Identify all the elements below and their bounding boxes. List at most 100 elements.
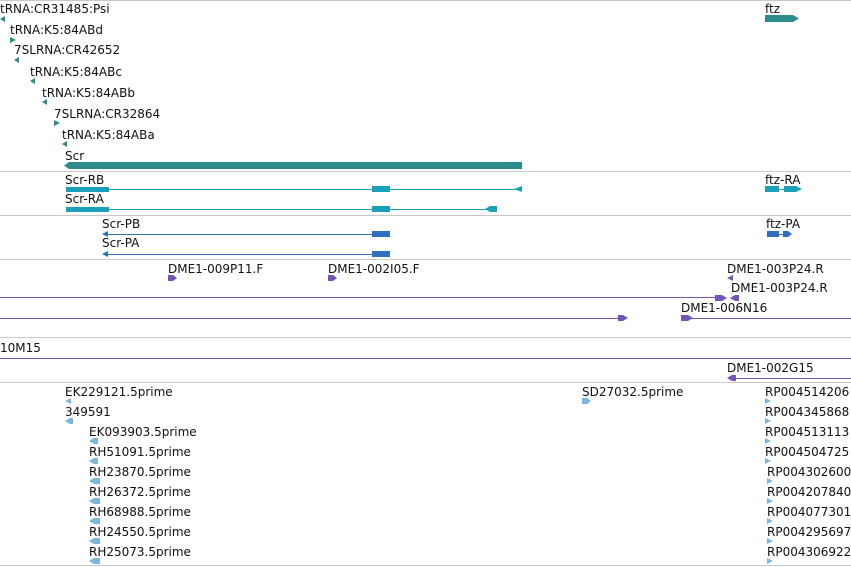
- exon-block[interactable]: [372, 231, 390, 237]
- right-arrow-icon[interactable]: [765, 438, 771, 444]
- right-arrow-icon[interactable]: [168, 275, 177, 281]
- left-arrow-icon[interactable]: [102, 251, 108, 257]
- clone-label[interactable]: DME1-003P24.R: [731, 281, 828, 295]
- left-arrow-icon[interactable]: [89, 458, 98, 464]
- est-label[interactable]: SD27032.5prime: [582, 385, 684, 399]
- est-label[interactable]: RP004207840: [767, 485, 851, 499]
- intron-line: [106, 254, 372, 255]
- bac-label[interactable]: 10M15: [0, 341, 41, 355]
- left-arrow-icon[interactable]: [65, 418, 73, 424]
- right-arrow-icon[interactable]: [767, 478, 773, 484]
- gene-label[interactable]: tRNA:K5:84ABd: [10, 23, 103, 37]
- right-arrow-icon[interactable]: [54, 120, 60, 126]
- clone-span-line: [0, 318, 620, 319]
- transcript-label[interactable]: ftz-RA: [765, 173, 801, 187]
- gene-label[interactable]: tRNA:K5:84ABa: [62, 128, 155, 142]
- est-label[interactable]: RH23870.5prime: [89, 465, 191, 479]
- gene-label[interactable]: tRNA:CR31485:Psi: [0, 2, 110, 16]
- est-label[interactable]: RH26372.5prime: [89, 485, 191, 499]
- est-label[interactable]: 349591: [65, 405, 111, 419]
- clone-span-line: [692, 318, 851, 319]
- bac-label[interactable]: DME1-002G15: [727, 361, 814, 375]
- left-arrow-icon[interactable]: [514, 186, 522, 192]
- gene-label[interactable]: tRNA:K5:84ABc: [30, 65, 122, 79]
- est-label[interactable]: RP004306922: [767, 545, 851, 559]
- left-arrow-icon[interactable]: [89, 538, 100, 544]
- clone-label[interactable]: DME1-009P11.F: [168, 262, 264, 276]
- exon-block[interactable]: [372, 206, 390, 212]
- left-arrow-icon[interactable]: [727, 375, 736, 381]
- gene-label[interactable]: ftz: [765, 2, 781, 16]
- gene-label[interactable]: 7SLRNA:CR32864: [54, 107, 161, 121]
- left-arrow-icon[interactable]: [730, 295, 739, 301]
- track-separator: [0, 215, 851, 216]
- right-arrow-icon[interactable]: [765, 398, 771, 404]
- exon-block[interactable]: [66, 207, 109, 212]
- left-arrow-icon[interactable]: [89, 478, 100, 484]
- left-arrow-icon[interactable]: [727, 275, 733, 281]
- ftz-gene-bar[interactable]: [765, 15, 799, 22]
- left-arrow-icon[interactable]: [62, 141, 68, 147]
- left-arrow-icon[interactable]: [30, 78, 36, 84]
- right-arrow-icon[interactable]: [783, 231, 792, 237]
- left-arrow-icon[interactable]: [89, 498, 100, 504]
- track-separator: [0, 337, 851, 338]
- left-arrow-icon[interactable]: [42, 99, 48, 105]
- right-arrow-icon[interactable]: [765, 458, 771, 464]
- right-arrow-icon[interactable]: [767, 538, 773, 544]
- left-arrow-icon[interactable]: [65, 398, 71, 404]
- right-arrow-icon[interactable]: [767, 498, 773, 504]
- gene-label[interactable]: tRNA:K5:84ABb: [42, 86, 135, 100]
- transcript-label[interactable]: Scr-RA: [65, 192, 104, 206]
- est-label[interactable]: RH51091.5prime: [89, 445, 191, 459]
- exon-block[interactable]: [372, 186, 390, 192]
- est-label[interactable]: EK229121.5prime: [65, 385, 173, 399]
- gene-label[interactable]: 7SLRNA:CR42652: [14, 43, 121, 57]
- right-arrow-icon[interactable]: [10, 37, 16, 43]
- est-label[interactable]: EK093903.5prime: [89, 425, 197, 439]
- est-label[interactable]: RP004077301: [767, 505, 851, 519]
- est-label[interactable]: RP004514206: [765, 385, 850, 399]
- est-label[interactable]: RP004295697: [767, 525, 851, 539]
- left-arrow-icon[interactable]: [14, 57, 20, 63]
- clone-label[interactable]: DME1-003P24.R: [727, 262, 824, 276]
- est-label[interactable]: RP004504725: [765, 445, 850, 459]
- gene-label[interactable]: Scr: [65, 149, 85, 163]
- clone-label[interactable]: DME1-002I05.F: [328, 262, 420, 276]
- exon-block[interactable]: [767, 231, 779, 237]
- right-arrow-icon[interactable]: [618, 315, 628, 321]
- scr-gene-bar[interactable]: [64, 162, 522, 169]
- right-arrow-icon[interactable]: [582, 398, 591, 404]
- protein-label[interactable]: Scr-PA: [102, 236, 140, 250]
- exon-block[interactable]: [66, 187, 109, 192]
- left-arrow-icon[interactable]: [89, 518, 100, 524]
- protein-label[interactable]: Scr-PB: [102, 217, 141, 231]
- clone-label[interactable]: DME1-006N16: [681, 301, 768, 315]
- right-arrow-icon[interactable]: [715, 295, 727, 301]
- left-arrow-icon[interactable]: [0, 16, 6, 22]
- exon-block[interactable]: [372, 251, 390, 257]
- track-separator: [0, 171, 851, 172]
- est-label[interactable]: RH24550.5prime: [89, 525, 191, 539]
- right-arrow-icon[interactable]: [328, 275, 337, 281]
- intron-line: [106, 234, 372, 235]
- est-label[interactable]: RH68988.5prime: [89, 505, 191, 519]
- est-label[interactable]: RP004345868: [765, 405, 850, 419]
- left-arrow-icon[interactable]: [89, 558, 100, 564]
- left-arrow-icon[interactable]: [485, 206, 497, 212]
- right-arrow-icon[interactable]: [765, 418, 771, 424]
- transcript-label[interactable]: Scr-RB: [65, 173, 105, 187]
- left-arrow-icon[interactable]: [89, 438, 98, 444]
- est-label[interactable]: RP004513113: [765, 425, 850, 439]
- right-arrow-icon[interactable]: [767, 558, 773, 564]
- intron-line: [779, 189, 785, 190]
- protein-label[interactable]: ftz-PA: [766, 217, 801, 231]
- left-arrow-icon[interactable]: [102, 231, 108, 237]
- exon-block[interactable]: [765, 186, 779, 192]
- est-label[interactable]: RP004302600: [767, 465, 851, 479]
- est-label[interactable]: RH25073.5prime: [89, 545, 191, 559]
- right-arrow-icon[interactable]: [784, 186, 802, 192]
- right-arrow-icon[interactable]: [767, 518, 773, 524]
- right-arrow-icon[interactable]: [681, 315, 693, 321]
